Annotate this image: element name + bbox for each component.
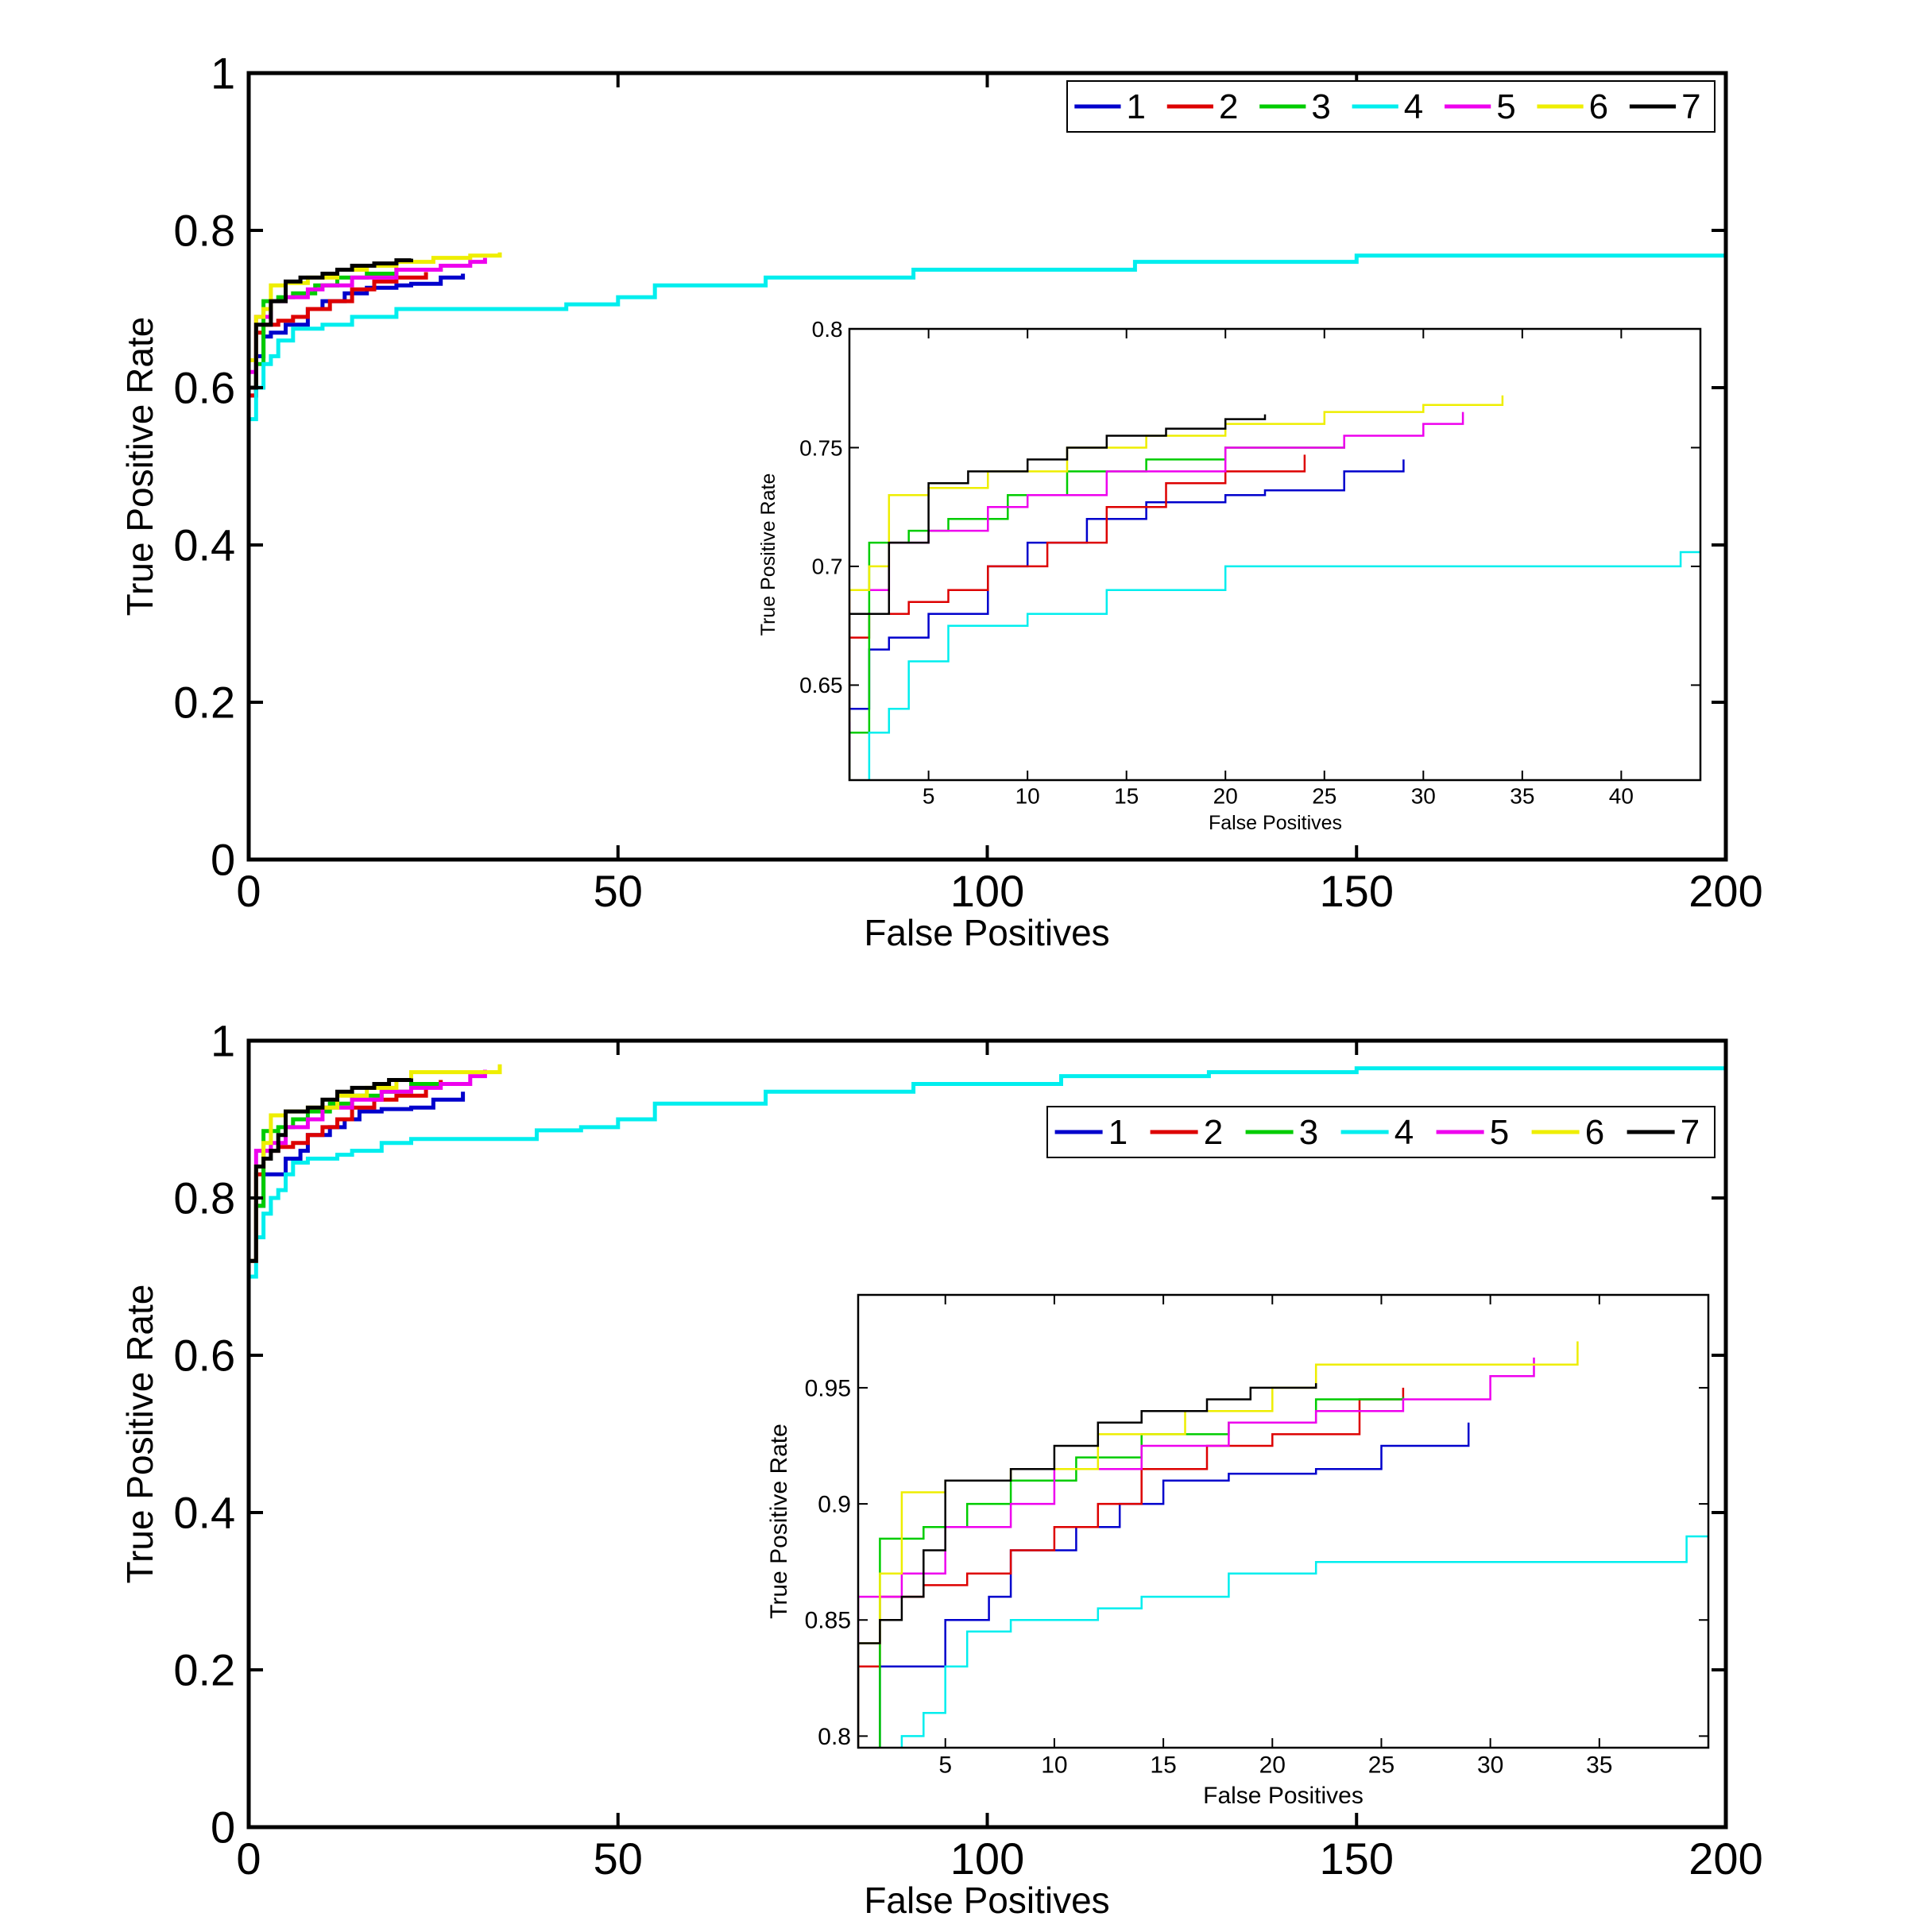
x-tick-label: 50: [594, 1833, 643, 1884]
y-tick-label: 0.8: [173, 206, 235, 256]
legend-label-4: 4: [1404, 87, 1423, 126]
plot-area: [849, 329, 1700, 780]
x-axis-title: False Positives: [864, 912, 1109, 953]
y-tick-label: 0.65: [799, 673, 843, 697]
x-tick-label: 200: [1688, 1833, 1762, 1884]
y-tick-label: 0.4: [173, 520, 235, 570]
y-tick-label: 1: [211, 48, 235, 99]
y-tick-label: 0: [211, 835, 235, 885]
x-tick-label: 200: [1688, 866, 1762, 916]
legend-label-7: 7: [1681, 1113, 1700, 1152]
y-tick-label: 0: [211, 1803, 235, 1853]
legend-label-2: 2: [1219, 87, 1238, 126]
plot-area: [858, 1295, 1708, 1748]
x-tick-label: 100: [950, 1833, 1024, 1884]
y-axis-title: True Positive Rate: [766, 1424, 792, 1619]
axes-frame: [857, 1293, 1710, 1749]
top-inset-chart: 5 10 15 20 25 30 35 40 0.65 0.7 0.75 0.8 False Posit…: [757, 317, 1702, 834]
x-tick-label: 35: [1586, 1752, 1612, 1779]
x-tick-label: 50: [594, 866, 643, 916]
x-tick-label: 0: [236, 1833, 261, 1884]
y-axis-title: True Positive Rate: [119, 1285, 161, 1584]
y-tick-label: 0.85: [805, 1608, 851, 1634]
legend-label-7: 7: [1681, 87, 1700, 126]
y-tick-label: 0.2: [173, 1645, 235, 1695]
bottom-inset-chart: 5 10 15 20 25 30 35 0.8 0.85 0.9 0.95 False Positiv…: [766, 1293, 1710, 1809]
x-tick-label: 25: [1312, 783, 1336, 808]
legend-label-1: 1: [1127, 87, 1146, 126]
x-tick-label: 0: [236, 866, 261, 916]
legend-label-2: 2: [1204, 1113, 1223, 1152]
x-tick-label: 30: [1477, 1752, 1503, 1779]
legend-label-5: 5: [1490, 1113, 1509, 1152]
x-tick-label: 20: [1213, 783, 1238, 808]
y-axis-title: True Positive Rate: [757, 473, 779, 636]
legend-label-4: 4: [1394, 1113, 1414, 1152]
y-tick-label: 0.95: [805, 1375, 851, 1401]
axes-frame: [848, 327, 1702, 782]
y-axis-title: True Positive Rate: [119, 317, 161, 616]
x-axis-title: False Positives: [864, 1880, 1109, 1921]
x-tick-label: 25: [1368, 1752, 1394, 1779]
legend-label-3: 3: [1299, 1113, 1318, 1152]
x-tick-label: 10: [1041, 1752, 1067, 1779]
series-line-6: [849, 395, 1504, 722]
y-tick-label: 0.2: [173, 678, 235, 728]
series-line-4: [249, 251, 1726, 422]
y-tick-label: 0.4: [173, 1488, 235, 1538]
series-line-7: [849, 414, 1267, 780]
x-tick-label: 15: [1150, 1752, 1176, 1779]
y-tick-label: 0.8: [173, 1173, 235, 1223]
x-tick-label: 150: [1320, 1833, 1394, 1884]
x-axis-title: False Positives: [1209, 812, 1342, 834]
legend-label-6: 6: [1585, 1113, 1604, 1152]
legend-label-5: 5: [1496, 87, 1515, 126]
series-line-4: [249, 1060, 1726, 1279]
series-line-7: [249, 1078, 413, 1263]
y-tick-label: 0.8: [812, 317, 843, 342]
legend: 1 2 3 4 5 6 7: [1066, 80, 1716, 133]
x-tick-label: 40: [1609, 783, 1634, 808]
series-line-4: [868, 551, 1700, 780]
series-line-6: [249, 252, 502, 362]
y-tick-label: 0.75: [799, 435, 843, 460]
legend-label-3: 3: [1311, 87, 1330, 126]
x-tick-label: 35: [1510, 783, 1534, 808]
x-tick-label: 10: [1015, 783, 1040, 808]
y-tick-label: 0.7: [812, 554, 843, 579]
x-tick-label: 20: [1259, 1752, 1286, 1779]
series-line-7: [249, 258, 413, 390]
y-tick-label: 0.9: [818, 1492, 851, 1518]
x-axis-title: False Positives: [1203, 1783, 1364, 1809]
series-line-7: [858, 1383, 1317, 1748]
series-line-5: [858, 1357, 1535, 1748]
legend-label-6: 6: [1589, 87, 1608, 126]
legend-label-1: 1: [1108, 1113, 1128, 1152]
y-tick-label: 0.8: [818, 1724, 851, 1750]
series-line-4: [900, 1535, 1708, 1748]
x-tick-label: 5: [938, 1752, 952, 1779]
x-tick-label: 150: [1320, 866, 1394, 916]
legend: 1 2 3 4 5 6 7: [1046, 1106, 1716, 1158]
x-tick-label: 100: [950, 866, 1024, 916]
x-tick-label: 30: [1411, 783, 1436, 808]
x-tick-label: 5: [923, 783, 935, 808]
series-line-5: [249, 1069, 487, 1263]
series-line-1: [879, 1422, 1470, 1748]
y-tick-label: 1: [211, 1016, 235, 1066]
y-tick-label: 0.6: [173, 1331, 235, 1381]
x-tick-label: 15: [1114, 783, 1139, 808]
y-tick-label: 0.6: [173, 363, 235, 413]
series-line-1: [249, 1092, 466, 1263]
